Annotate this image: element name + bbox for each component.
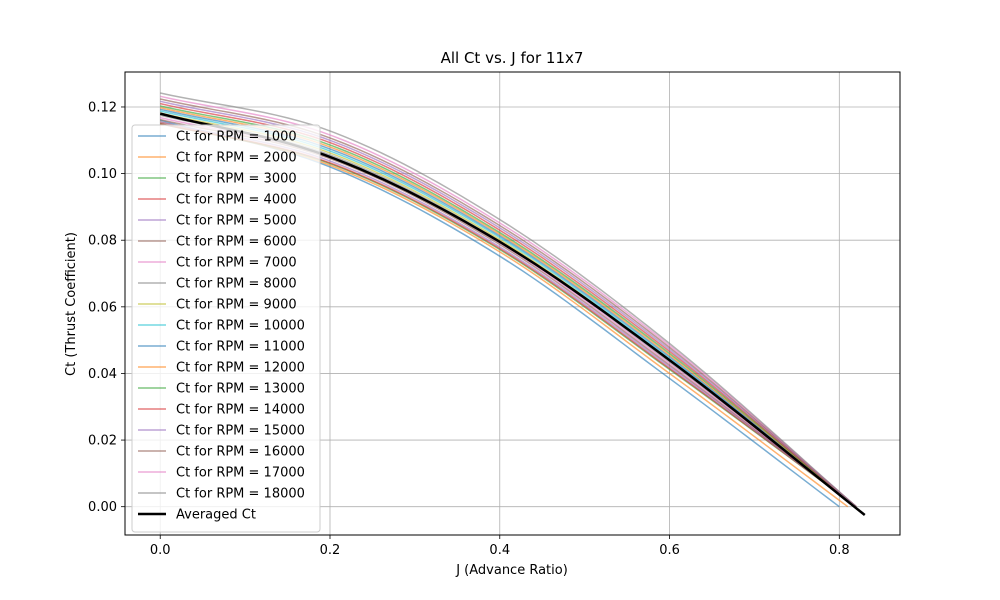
chart-title: All Ct vs. J for 11x7	[441, 49, 584, 67]
x-tick-label: 0.4	[489, 543, 510, 558]
legend-entry-label: Ct for RPM = 3000	[176, 172, 297, 187]
x-tick-label: 0.2	[320, 543, 341, 558]
y-tick-label: 0.08	[88, 234, 117, 249]
y-axis-label: Ct (Thrust Coefficient)	[64, 232, 79, 376]
legend-entry-label: Ct for RPM = 15000	[176, 424, 305, 439]
x-tick-label: 0.0	[150, 543, 171, 558]
legend-entry-label: Averaged Ct	[176, 508, 256, 523]
legend-entry-label: Ct for RPM = 2000	[176, 151, 297, 166]
legend-entry-label: Ct for RPM = 14000	[176, 403, 305, 418]
y-tick-label: 0.10	[88, 167, 117, 182]
legend-entry-label: Ct for RPM = 4000	[176, 193, 297, 208]
x-tick-label: 0.8	[829, 543, 850, 558]
legend-entry-label: Ct for RPM = 11000	[176, 340, 305, 355]
legend-entry-label: Ct for RPM = 5000	[176, 214, 297, 229]
legend-entry-label: Ct for RPM = 1000	[176, 130, 297, 145]
y-tick-label: 0.06	[88, 300, 117, 315]
y-tick-label: 0.02	[88, 434, 117, 449]
y-tick-label: 0.04	[88, 367, 117, 382]
legend-box	[131, 124, 321, 533]
axis-ticks: 0.0 0.2 0.4 0.6 0.8 0.00 0.02 0.04 0.06 0.08 0.10 0…	[88, 100, 850, 558]
legend-entry-label: Ct for RPM = 9000	[176, 298, 297, 313]
legend-entry-label: Ct for RPM = 10000	[176, 319, 305, 334]
legend-entry-label: Ct for RPM = 18000	[176, 487, 305, 502]
legend-entry-label: Ct for RPM = 12000	[176, 361, 305, 376]
legend-entry-label: Ct for RPM = 17000	[176, 466, 305, 481]
legend: Ct for RPM = 1000 Ct for RPM = 2000 Ct for…	[131, 124, 321, 533]
x-tick-label: 0.6	[659, 543, 680, 558]
series-line-rpm-15000	[160, 100, 857, 508]
plot-frame	[124, 71, 901, 536]
legend-entry-label: Ct for RPM = 6000	[176, 235, 297, 250]
y-tick-label: 0.00	[88, 500, 117, 515]
legend-entry-label: Ct for RPM = 13000	[176, 382, 305, 397]
series-line-rpm-18000	[160, 92, 857, 508]
y-tick-label: 0.12	[88, 100, 117, 115]
legend-entry-label: Ct for RPM = 16000	[176, 445, 305, 460]
legend-entry-label: Ct for RPM = 7000	[176, 256, 297, 271]
x-axis-label: J (Advance Ratio)	[455, 563, 568, 578]
series-line-rpm-17000	[160, 95, 857, 508]
legend-entry-label: Ct for RPM = 8000	[176, 277, 297, 292]
series-line-rpm-16000	[160, 98, 857, 508]
